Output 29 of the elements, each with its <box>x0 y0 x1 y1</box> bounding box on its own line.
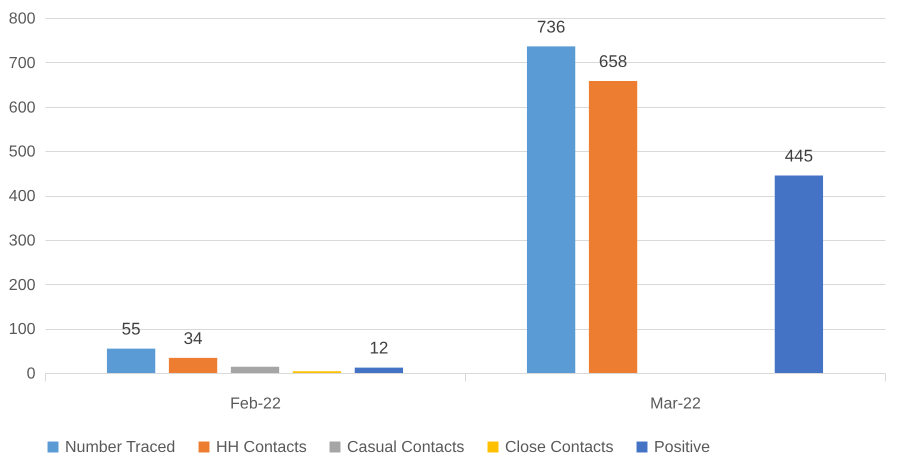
bar <box>230 366 280 373</box>
bar <box>774 176 824 373</box>
legend-label: HH Contacts <box>216 439 307 456</box>
bar <box>588 81 638 373</box>
bar <box>168 358 218 373</box>
data-label: 658 <box>598 52 628 72</box>
bar <box>106 348 156 373</box>
y-tick-label: 700 <box>8 54 36 72</box>
legend-label: Close Contacts <box>505 439 614 456</box>
legend-label: Positive <box>654 439 710 456</box>
data-label: 12 <box>369 338 388 358</box>
y-tick-label: 400 <box>8 188 36 205</box>
y-tick-label: 600 <box>8 99 36 116</box>
bar <box>526 46 576 373</box>
data-label: 736 <box>536 17 566 36</box>
y-tick-label: 0 <box>26 366 36 382</box>
y-tick-label: 800 <box>8 10 36 28</box>
bar <box>354 368 404 373</box>
x-tick-label: Mar-22 <box>650 396 701 412</box>
x-tick-label: Feb-22 <box>230 396 281 412</box>
y-tick-label: 300 <box>8 232 36 250</box>
y-tick-label: 100 <box>8 321 36 338</box>
legend-label: Casual Contacts <box>347 439 464 456</box>
data-label: 34 <box>184 328 203 348</box>
data-label: 445 <box>784 146 814 166</box>
y-tick-label: 500 <box>8 144 36 161</box>
legend-label: Number Traced <box>65 439 176 456</box>
y-tick-label: 200 <box>8 276 36 294</box>
data-label: 55 <box>122 320 141 339</box>
